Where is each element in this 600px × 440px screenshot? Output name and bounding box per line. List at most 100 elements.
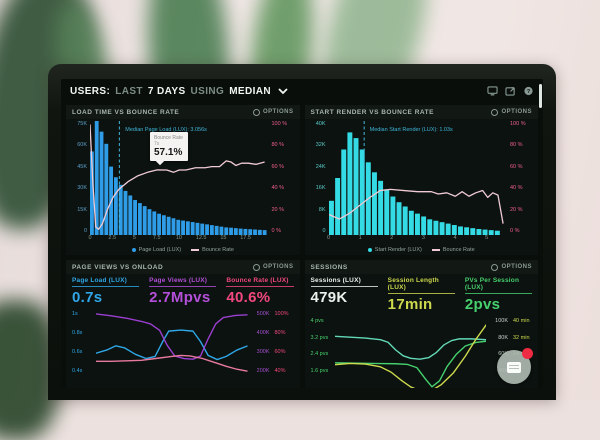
axis-tick-label: 20 % bbox=[271, 206, 285, 213]
axis-tick-label: 40% bbox=[274, 368, 286, 374]
right-axis-row: 300K 60% bbox=[254, 349, 296, 355]
header-icons: ? bbox=[487, 86, 534, 96]
options-button[interactable]: OPTIONS bbox=[491, 108, 532, 116]
legend-line-marker bbox=[431, 248, 440, 251]
metric-block[interactable]: Sessions (LUX) 479K bbox=[310, 277, 378, 313]
metric-block[interactable]: Bounce Rate (LUX) 40.6% bbox=[226, 277, 294, 306]
y-axis-right: 100 % 80 % 60 % 40 % 20 % 0 % bbox=[268, 121, 296, 235]
axis-tick-label: 0 % bbox=[271, 227, 281, 234]
legend-dot-marker bbox=[367, 247, 372, 252]
axis-tick-label: 500K bbox=[256, 311, 270, 317]
axis-tick-label: 80% bbox=[274, 330, 286, 336]
axis-tick-label: 1s bbox=[72, 311, 78, 317]
metric-block[interactable]: Page Load (LUX) 0.7s bbox=[72, 277, 140, 306]
axis-tick-label: 2 bbox=[390, 235, 394, 241]
legend-item[interactable]: Start Render (LUX) bbox=[367, 246, 422, 253]
axis-tick-label: 0 bbox=[88, 235, 92, 241]
metric-value: 2pvs bbox=[464, 296, 501, 313]
plot-area: Median Start Render (LUX): 1.03s bbox=[328, 121, 507, 235]
header-using-label: USING bbox=[190, 85, 225, 97]
chat-widget-button[interactable] bbox=[497, 348, 533, 384]
legend-dot-marker bbox=[131, 247, 136, 252]
axis-tick-label: 8K bbox=[318, 206, 326, 213]
metric-value: 0.7s bbox=[72, 289, 103, 306]
axis-tick-label: 100K bbox=[495, 318, 508, 324]
chart-body: 75K 60K 45K 30K 15K 0 Median Page Load (LUX):… bbox=[66, 119, 300, 235]
options-label: OPTIONS bbox=[501, 109, 532, 115]
metric-label: PVs Per Session (LUX) bbox=[464, 277, 520, 291]
axis-tick-label: 60 % bbox=[510, 163, 523, 170]
scrollbar-thumb[interactable] bbox=[539, 84, 542, 108]
median-annotation: Median Page Load (LUX): 3.056s bbox=[125, 127, 207, 133]
axis-tick-label: 4 bbox=[453, 235, 457, 241]
plot-area bbox=[335, 316, 487, 388]
chart-legend: Start Render (LUX) Bounce Rate bbox=[305, 244, 539, 255]
y-axis-right: 500K 100% 400K 80% 300K 60% 200K 40% bbox=[248, 309, 296, 388]
axis-tick-label: 1.6 pvs bbox=[310, 367, 329, 374]
axis-tick-label: 0 % bbox=[510, 227, 520, 234]
chat-icon bbox=[507, 361, 521, 373]
axis-tick-label: 0.8s bbox=[72, 330, 83, 336]
metric-block[interactable]: Session Length (LUX) 17min bbox=[387, 277, 455, 313]
export-icon[interactable] bbox=[505, 86, 516, 96]
axis-tick-label: 24K bbox=[315, 163, 326, 170]
panel-header: PAGE VIEWS VS ONLOAD OPTIONS bbox=[66, 260, 300, 274]
axis-tick-label: 60K bbox=[77, 142, 87, 149]
metric-underline bbox=[226, 286, 294, 287]
axis-tick-label: 30K bbox=[77, 185, 87, 192]
options-button[interactable]: OPTIONS bbox=[252, 263, 294, 271]
axis-tick-label: 3 bbox=[421, 235, 425, 241]
metric-value: 17min bbox=[387, 296, 433, 313]
axis-tick-label: 20 % bbox=[510, 206, 523, 213]
plot-area: Median Page Load (LUX): 3.056s Bounce Ra… bbox=[90, 121, 268, 235]
legend-item[interactable]: Bounce Rate bbox=[191, 247, 234, 253]
panel-page-views: PAGE VIEWS VS ONLOAD OPTIONS Page Load (… bbox=[66, 260, 300, 388]
plot-area bbox=[96, 309, 248, 388]
axis-tick-label: 40 % bbox=[510, 185, 523, 192]
dashboard-screen: USERS: LAST 7 DAYS USING MEDIAN bbox=[61, 79, 543, 388]
axis-tick-label: 100 % bbox=[510, 121, 526, 127]
x-axis: 0 2.5 5 7.5 10 12.5 15 17.5 bbox=[88, 235, 255, 244]
axis-tick-label: 40K bbox=[315, 121, 326, 127]
metric-block[interactable]: PVs Per Session (LUX) 2pvs bbox=[464, 277, 533, 313]
axis-tick-label: 75K bbox=[77, 121, 87, 127]
gear-icon bbox=[252, 108, 260, 116]
axis-tick-label: 17.5 bbox=[240, 235, 251, 241]
gear-icon bbox=[491, 263, 499, 271]
legend-item[interactable]: Page Load (LUX) bbox=[131, 246, 182, 253]
legend-label: Bounce Rate bbox=[202, 246, 234, 253]
help-icon[interactable]: ? bbox=[523, 86, 534, 96]
options-label: OPTIONS bbox=[262, 109, 294, 115]
metric-label: Session Length (LUX) bbox=[387, 277, 439, 291]
legend-label: Page Load (LUX) bbox=[138, 246, 182, 253]
options-button[interactable]: OPTIONS bbox=[252, 108, 294, 116]
metric-label: Bounce Rate (LUX) bbox=[226, 277, 289, 284]
legend-label: Start Render (LUX) bbox=[374, 246, 422, 253]
axis-tick-label: 32 min bbox=[513, 334, 530, 341]
legend-label: Bounce Rate bbox=[442, 246, 475, 253]
axis-tick-label: 0 bbox=[326, 235, 331, 241]
legend-item[interactable]: Bounce Rate bbox=[431, 246, 475, 253]
timeframe-dropdown[interactable]: USERS: LAST 7 DAYS USING MEDIAN bbox=[70, 86, 288, 97]
svg-text:?: ? bbox=[527, 89, 531, 95]
right-axis-row: 200K 40% bbox=[254, 368, 296, 374]
panel-title: LOAD TIME VS BOUNCE RATE bbox=[72, 108, 180, 116]
axis-tick-label: 0.6s bbox=[72, 349, 83, 355]
laptop: USERS: LAST 7 DAYS USING MEDIAN bbox=[48, 64, 556, 400]
metric-block[interactable]: Page Views (LUX) 2.7Mpvs bbox=[149, 277, 217, 306]
axis-tick-label: 32K bbox=[315, 142, 326, 149]
options-label: OPTIONS bbox=[501, 264, 532, 270]
metric-label: Page Load (LUX) bbox=[72, 277, 128, 284]
axis-tick-label: 2.4 pvs bbox=[310, 351, 329, 358]
metric-value: 479K bbox=[310, 289, 348, 306]
options-button[interactable]: OPTIONS bbox=[491, 263, 532, 271]
header-median-label: MEDIAN bbox=[229, 85, 272, 97]
legend-line-marker bbox=[191, 248, 200, 251]
axis-tick-label: 40 % bbox=[271, 185, 285, 192]
axis-tick-label: 2.5 bbox=[108, 235, 117, 241]
panel-header: START RENDER VS BOUNCE RATE OPTIONS bbox=[304, 105, 538, 119]
monitor-icon[interactable] bbox=[487, 86, 498, 96]
tooltip-title: Bounce Rate bbox=[153, 135, 183, 142]
right-axis-row: 500K 100% bbox=[254, 311, 296, 317]
metric-underline bbox=[310, 286, 378, 287]
